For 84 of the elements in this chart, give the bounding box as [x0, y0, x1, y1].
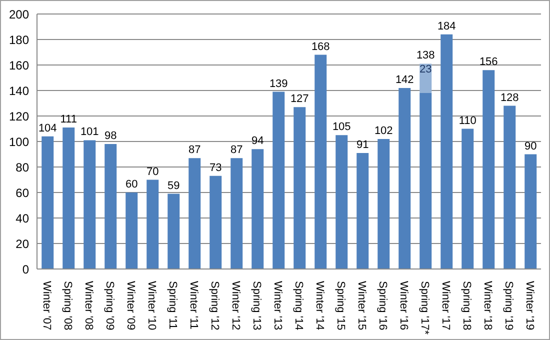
x-tick-label: Spring '11	[166, 281, 179, 330]
data-label: 87	[230, 144, 243, 156]
x-tick-label: Spring '15	[334, 281, 347, 330]
bar	[146, 180, 159, 269]
x-tick-label: Spring '16	[376, 281, 389, 330]
bar	[336, 135, 348, 269]
bar	[168, 194, 180, 269]
bar	[356, 152, 369, 269]
data-label: 102	[374, 124, 393, 137]
data-label: 90	[524, 140, 537, 152]
y-tick-label: 100	[8, 134, 30, 149]
x-tick-label: Spring '17*	[418, 281, 431, 336]
bar	[104, 144, 117, 269]
x-tick-label: Winter '18	[482, 281, 494, 330]
x-tick-label: Winter '10	[146, 281, 158, 330]
bar	[42, 136, 54, 269]
x-tick-label: Winter '09	[124, 281, 137, 330]
data-label: 111	[60, 113, 77, 126]
bar	[420, 93, 432, 269]
x-tick-label: Winter '08	[82, 281, 95, 330]
x-tick-label: Spring '19	[502, 281, 515, 330]
bar	[504, 106, 516, 269]
data-label: 128	[500, 92, 519, 104]
bar	[84, 140, 96, 269]
bar	[272, 92, 285, 269]
x-tick-label: Spring '12	[208, 281, 221, 330]
y-tick-label: 40	[16, 211, 30, 226]
bar	[482, 70, 495, 269]
x-tick-label: Spring '14	[292, 281, 305, 330]
y-tick-label: 140	[8, 84, 30, 98]
y-tick-label: 20	[16, 236, 30, 251]
x-tick-label: Winter '16	[398, 281, 410, 330]
data-label: 139	[269, 78, 288, 90]
y-tick-label: 120	[8, 109, 30, 124]
x-tick-label: Spring '13	[250, 281, 263, 330]
data-label: 91	[356, 138, 369, 151]
x-tick-label: Winter '17	[440, 281, 452, 330]
data-label: 101	[80, 126, 99, 138]
data-label: 184	[437, 20, 456, 32]
data-label: 87	[188, 144, 201, 156]
bar	[210, 176, 222, 269]
x-tick-label: Winter '12	[230, 281, 242, 330]
data-label: 104	[38, 122, 57, 134]
data-label: 138	[416, 50, 435, 62]
y-tick-label: 180	[8, 32, 30, 47]
data-label: 156	[479, 56, 498, 68]
bar	[252, 149, 264, 269]
bar	[230, 158, 243, 269]
data-label: 142	[395, 74, 414, 86]
bar	[62, 127, 75, 269]
bar	[314, 54, 327, 269]
y-tick-label: 80	[16, 160, 30, 174]
y-tick-label: 200	[8, 7, 30, 22]
x-tick-label: Winter '11	[188, 281, 200, 330]
bar	[126, 192, 138, 269]
x-tick-label: Spring '08	[62, 281, 74, 330]
bar	[524, 154, 537, 269]
x-tick-label: Winter '14	[314, 281, 326, 330]
x-tick-label: Winter '13	[272, 281, 284, 330]
bar	[188, 158, 201, 269]
x-tick-label: Winter '19	[524, 281, 536, 330]
data-label: 70	[146, 166, 159, 178]
data-label: 127	[290, 93, 309, 106]
data-label: 110	[458, 114, 476, 127]
y-tick-label: 60	[16, 186, 30, 200]
x-tick-label: Winter '07	[40, 281, 53, 330]
data-label: 168	[311, 40, 330, 53]
data-label: 105	[332, 121, 351, 134]
bar	[462, 128, 474, 269]
bar	[378, 138, 390, 269]
bar	[294, 107, 306, 269]
y-tick-label: 0	[22, 262, 30, 276]
data-label: 73	[209, 162, 222, 174]
data-label: 23	[419, 64, 432, 76]
y-tick-label: 160	[8, 58, 30, 72]
data-label: 98	[104, 130, 117, 142]
bar	[440, 34, 453, 269]
bar	[398, 88, 411, 269]
data-label: 60	[125, 178, 138, 190]
data-label: 59	[167, 180, 180, 192]
data-label: 94	[251, 135, 264, 148]
x-tick-label: Spring '18	[460, 281, 473, 330]
x-tick-label: Winter '15	[356, 281, 368, 330]
x-tick-label: Spring '09	[104, 281, 116, 330]
